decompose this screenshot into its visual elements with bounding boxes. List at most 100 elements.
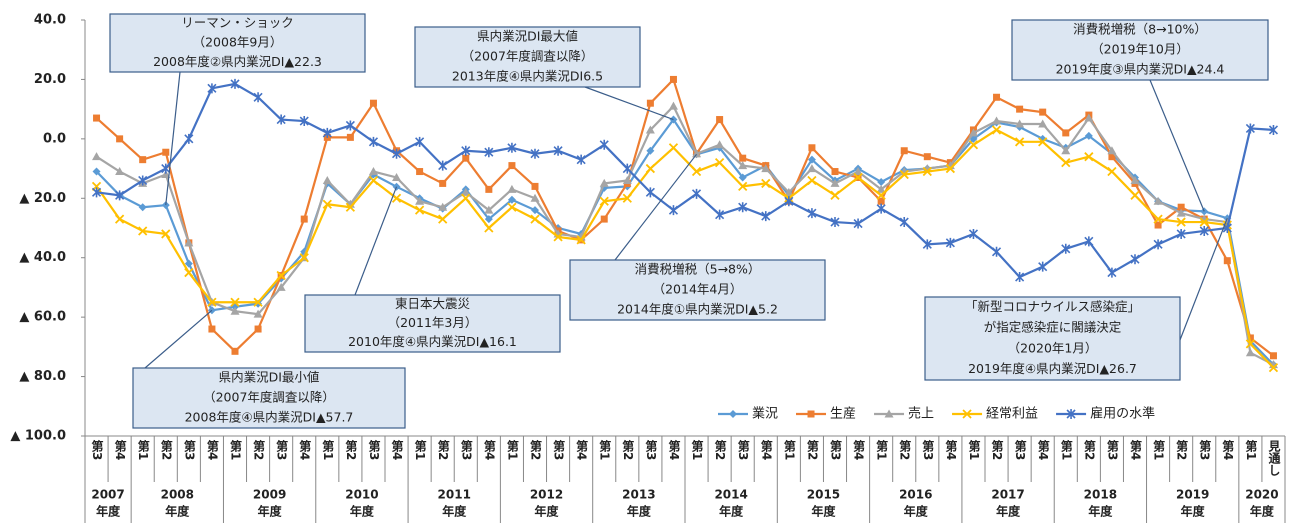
x-tick-label: 第3 (90, 439, 104, 461)
marker (761, 178, 771, 189)
marker (739, 154, 747, 162)
y-tick-label: 40.0 (34, 13, 66, 28)
marker (1084, 152, 1094, 162)
annotation-text: 2010年度④県内業況DI▲16.1 (348, 334, 517, 349)
year-label: 2010 (345, 488, 378, 502)
marker (299, 253, 309, 263)
marker (531, 182, 539, 190)
marker (669, 75, 677, 83)
marker (253, 92, 263, 103)
marker (876, 190, 886, 200)
annotation-text: リーマン・ショック (181, 15, 294, 30)
marker (830, 217, 840, 228)
legend-label: 生産 (830, 406, 856, 422)
x-tick-label: 第4 (298, 439, 312, 461)
x-tick-label: 第3 (459, 439, 473, 461)
marker (831, 168, 839, 176)
marker (761, 164, 771, 173)
marker (1015, 272, 1025, 283)
marker (716, 116, 724, 124)
marker (1223, 257, 1231, 265)
marker (1061, 243, 1071, 254)
annotation-text: 2008年度②県内業況DI▲22.3 (153, 54, 322, 69)
marker (553, 232, 563, 242)
y-tick-label: ▲ 60.0 (19, 310, 66, 325)
marker (161, 170, 171, 179)
marker (807, 175, 817, 186)
marker (114, 214, 125, 224)
marker (138, 226, 148, 236)
marker (645, 163, 656, 174)
marker (1038, 119, 1048, 128)
marker (922, 239, 932, 250)
annotation-box (569, 259, 826, 321)
x-tick-label: 第4 (390, 439, 404, 461)
marker (507, 195, 516, 204)
marker (1061, 157, 1071, 168)
marker (92, 152, 102, 161)
x-tick-label: 第1 (1152, 439, 1166, 461)
annotation: 県内業況DI最小値 （2007年度調査以降） 2008年度④県内業況DI▲57.7 (132, 309, 406, 429)
marker (668, 205, 679, 216)
marker (784, 187, 794, 196)
marker (668, 101, 678, 110)
x-tick-label: 第1 (1244, 439, 1258, 461)
marker (1153, 196, 1163, 205)
annotation-text: 2013年度④県内業況DI6.5 (452, 69, 603, 84)
marker (115, 190, 125, 201)
year-suffix: 年度 (904, 504, 929, 519)
x-tick-label: 第2 (436, 439, 450, 461)
annotation-text: （2008年9月） (193, 35, 283, 50)
x-tick-label: 第2 (344, 439, 358, 461)
x-tick-label: 第3 (736, 439, 750, 461)
marker (184, 267, 194, 278)
marker (1084, 131, 1093, 140)
marker (1016, 105, 1024, 113)
marker (438, 160, 448, 171)
marker (923, 153, 931, 161)
y-tick-label: 0.0 (43, 131, 66, 146)
x-tick-label: 第1 (598, 439, 612, 461)
annotation-text: 県内業況DI最大値 (477, 29, 578, 44)
marker (322, 199, 332, 209)
marker (830, 190, 840, 200)
marker (599, 178, 609, 187)
year-suffix: 年度 (96, 504, 121, 519)
annotation: 県内業況DI最大値 （2007年度調査以降） 2013年度④県内業況DI6.5 (414, 26, 674, 121)
year-suffix: 年度 (719, 504, 744, 519)
annotation-text: 2014年度①県内業況DI▲5.2 (617, 302, 778, 317)
marker (807, 410, 815, 418)
annotation-text: 消費税増税（8→10%） (1073, 22, 1207, 37)
marker (92, 167, 101, 176)
marker (462, 154, 470, 162)
legend-label: 売上 (908, 406, 934, 422)
marker (853, 167, 863, 176)
marker (415, 196, 425, 205)
marker (1268, 124, 1279, 135)
year-suffix: 年度 (1088, 504, 1113, 519)
x-tick-label: 第3 (1013, 439, 1027, 461)
marker (138, 175, 148, 186)
marker (507, 184, 517, 193)
marker (992, 116, 1002, 125)
year-suffix: 年度 (627, 504, 652, 519)
x-tick-label: 第2 (159, 439, 173, 461)
marker (368, 167, 378, 176)
annotation: 東日本大震災 （2011年3月） 2010年度④県内業況DI▲16.1 (304, 186, 561, 353)
marker (1176, 208, 1186, 217)
x-tick-label: 第3 (921, 439, 935, 461)
marker (1199, 217, 1209, 227)
marker (254, 325, 262, 333)
year-label: 2012 (530, 488, 563, 502)
marker (276, 114, 286, 125)
x-tick-label: 第2 (713, 439, 727, 461)
marker (1269, 352, 1277, 360)
annotation-box (1011, 19, 1269, 81)
annotation-text: 消費税増税（5→8%） (635, 262, 761, 277)
marker (1177, 203, 1185, 211)
year-label: 2016 (899, 488, 932, 502)
x-tick-label: 第3 (367, 439, 381, 461)
marker (461, 187, 471, 196)
year-label: 2018 (1084, 488, 1117, 502)
y-tick-label: ▲ 80.0 (19, 369, 66, 384)
